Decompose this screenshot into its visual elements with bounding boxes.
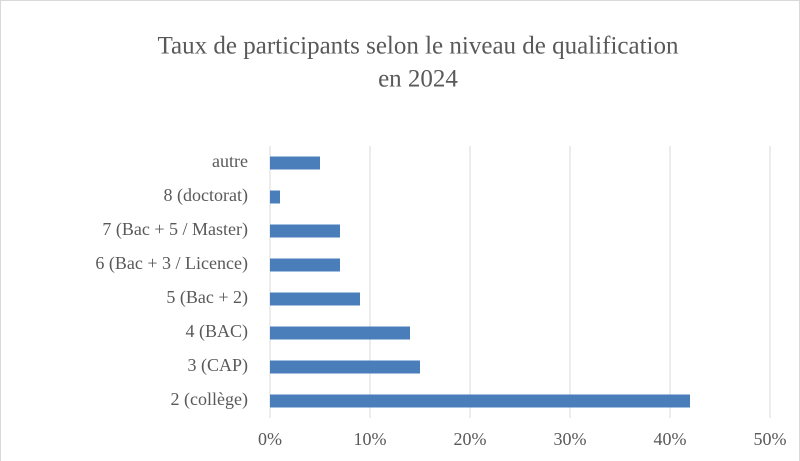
y-tick-label: 7 (Bac + 5 / Master) — [102, 219, 248, 240]
bar — [270, 258, 340, 272]
x-tick-label: 40% — [654, 429, 687, 449]
y-tick-label: 4 (BAC) — [186, 321, 249, 342]
y-tick-label: 5 (Bac + 2) — [166, 287, 248, 308]
bar — [270, 292, 360, 306]
bar — [270, 156, 320, 170]
chart-title: Taux de participants selon le niveau de … — [158, 33, 679, 60]
x-tick-label: 50% — [754, 429, 787, 449]
y-tick-label: autre — [212, 151, 248, 171]
y-tick-label: 3 (CAP) — [187, 355, 248, 376]
bar — [270, 360, 420, 374]
y-tick-label: 6 (Bac + 3 / Licence) — [95, 253, 248, 274]
x-tick-label: 20% — [454, 429, 487, 449]
x-tick-label: 30% — [554, 429, 587, 449]
bar — [270, 224, 340, 238]
x-tick-label: 0% — [258, 429, 282, 449]
x-tick-label: 10% — [354, 429, 387, 449]
y-tick-label: 2 (collège) — [171, 389, 248, 410]
bar — [270, 326, 410, 340]
chart-title: en 2024 — [378, 66, 458, 93]
bar — [270, 394, 690, 408]
bar — [270, 190, 280, 204]
y-tick-label: 8 (doctorat) — [164, 185, 248, 206]
